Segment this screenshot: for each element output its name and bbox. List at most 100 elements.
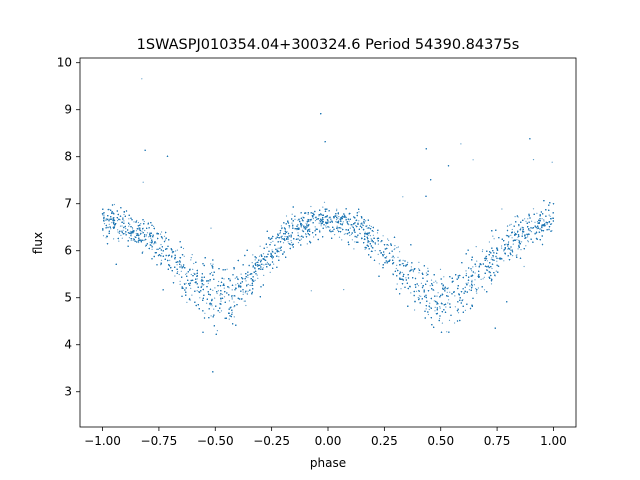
data-point [291,213,293,215]
data-point [495,270,497,272]
data-point [190,257,192,259]
data-point [370,238,372,240]
data-point [435,280,437,282]
data-point [393,257,395,259]
data-point [468,289,470,291]
data-point [174,275,176,277]
data-point [216,330,218,332]
data-point [475,246,477,248]
data-point [132,228,134,230]
data-point [433,300,435,302]
data-points [101,78,555,373]
data-point [314,226,316,228]
data-point [417,285,420,287]
data-point [228,300,230,302]
data-point [429,285,431,287]
data-point [396,247,398,249]
data-point [454,306,456,308]
data-point [117,220,119,222]
data-point [429,302,431,304]
data-point [270,241,272,244]
data-point [336,225,338,227]
data-point [181,266,183,268]
data-point [246,293,248,295]
data-point [255,262,257,264]
data-point [305,234,307,236]
data-point [391,256,393,258]
data-point [110,228,112,230]
data-point [185,273,187,275]
data-point [394,245,396,247]
data-point [427,313,429,316]
data-point [534,221,536,223]
data-point [320,225,322,227]
data-point [516,254,518,256]
data-point [297,219,299,221]
data-point [370,240,372,242]
data-point [272,240,274,242]
data-point [510,223,512,225]
data-point [516,239,518,241]
data-point [141,78,143,80]
data-point [418,261,420,263]
data-point [233,301,235,303]
data-point [350,233,352,235]
data-point [367,242,369,244]
data-point [369,235,371,237]
data-point [122,229,124,231]
data-point [290,244,292,246]
data-point [439,317,441,320]
data-point [237,282,239,285]
data-point [244,292,246,294]
data-point [297,224,299,226]
data-point [117,229,119,231]
data-point [242,293,244,295]
data-point [430,279,433,281]
data-point [415,290,418,292]
data-point [296,229,298,231]
data-point [476,292,478,294]
data-point [465,270,467,272]
data-point [471,279,473,281]
data-point [251,262,253,264]
data-point [249,284,251,286]
data-point [258,255,261,257]
data-point [292,226,294,228]
data-point [449,291,451,293]
data-point [480,278,482,280]
data-point [492,235,494,237]
data-point [282,242,285,244]
data-point [366,227,368,229]
data-point [501,208,503,210]
data-point [349,227,351,229]
data-point [129,230,131,232]
data-point [355,225,357,227]
data-point [213,308,215,310]
data-point [425,274,428,276]
data-point [474,272,476,274]
data-point [325,227,327,229]
data-point [372,230,374,232]
data-point [142,251,144,253]
data-point [113,203,115,206]
data-point [252,254,254,256]
data-point [105,218,107,220]
data-point [207,282,209,284]
data-point [309,228,311,230]
data-point [420,282,422,284]
data-point [335,221,337,223]
data-point [491,257,493,259]
data-point [541,225,543,228]
data-point [306,225,308,227]
data-point [319,229,321,231]
data-point [179,280,181,282]
data-point [336,215,338,217]
data-point [113,238,115,240]
data-point [521,226,523,228]
data-point [521,241,523,243]
data-point [490,258,492,260]
data-point [105,237,107,239]
data-point [193,262,195,265]
data-point [488,241,490,243]
data-point [477,287,479,289]
